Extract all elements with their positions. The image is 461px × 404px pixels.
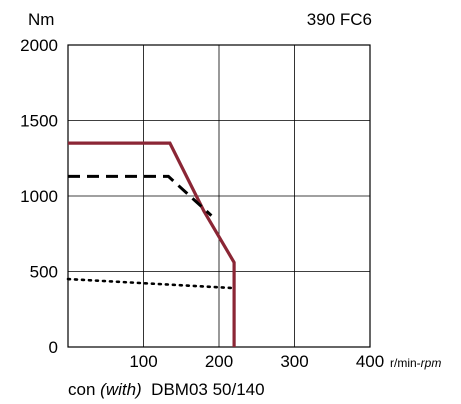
x-tick-label: 100	[129, 352, 157, 371]
series-line-solid	[68, 141, 236, 347]
x-axis-unit-italic: rpm	[421, 356, 442, 370]
chart-title: 390 FC6	[307, 10, 372, 29]
grid-lines	[68, 45, 370, 347]
y-tick-labels: 0 500 1000 1500 2000	[20, 36, 58, 357]
series-line-dashed	[68, 174, 213, 217]
series-line-dotted	[66, 277, 236, 290]
x-tick-labels: 100 200 300 400	[129, 352, 384, 371]
x-tick-label: 400	[356, 352, 384, 371]
x-axis-unit: r/min-rpm	[390, 356, 441, 370]
y-tick-label: 500	[30, 263, 58, 282]
x-tick-label: 200	[205, 352, 233, 371]
y-tick-label: 1500	[20, 112, 58, 131]
y-axis-label: Nm	[28, 10, 54, 29]
chart-caption: con (with) DBM03 50/140	[68, 380, 265, 399]
caption-suffix: DBM03 50/140	[151, 380, 264, 399]
y-tick-label: 0	[49, 338, 58, 357]
y-tick-label: 1000	[20, 187, 58, 206]
y-tick-label: 2000	[20, 36, 58, 55]
x-tick-label: 300	[280, 352, 308, 371]
x-axis-unit-upright: r/min-	[390, 356, 421, 370]
series-lines	[66, 141, 236, 347]
caption-italic: (with)	[100, 380, 142, 399]
caption-prefix: con	[68, 380, 95, 399]
plot-frame	[67, 44, 371, 348]
